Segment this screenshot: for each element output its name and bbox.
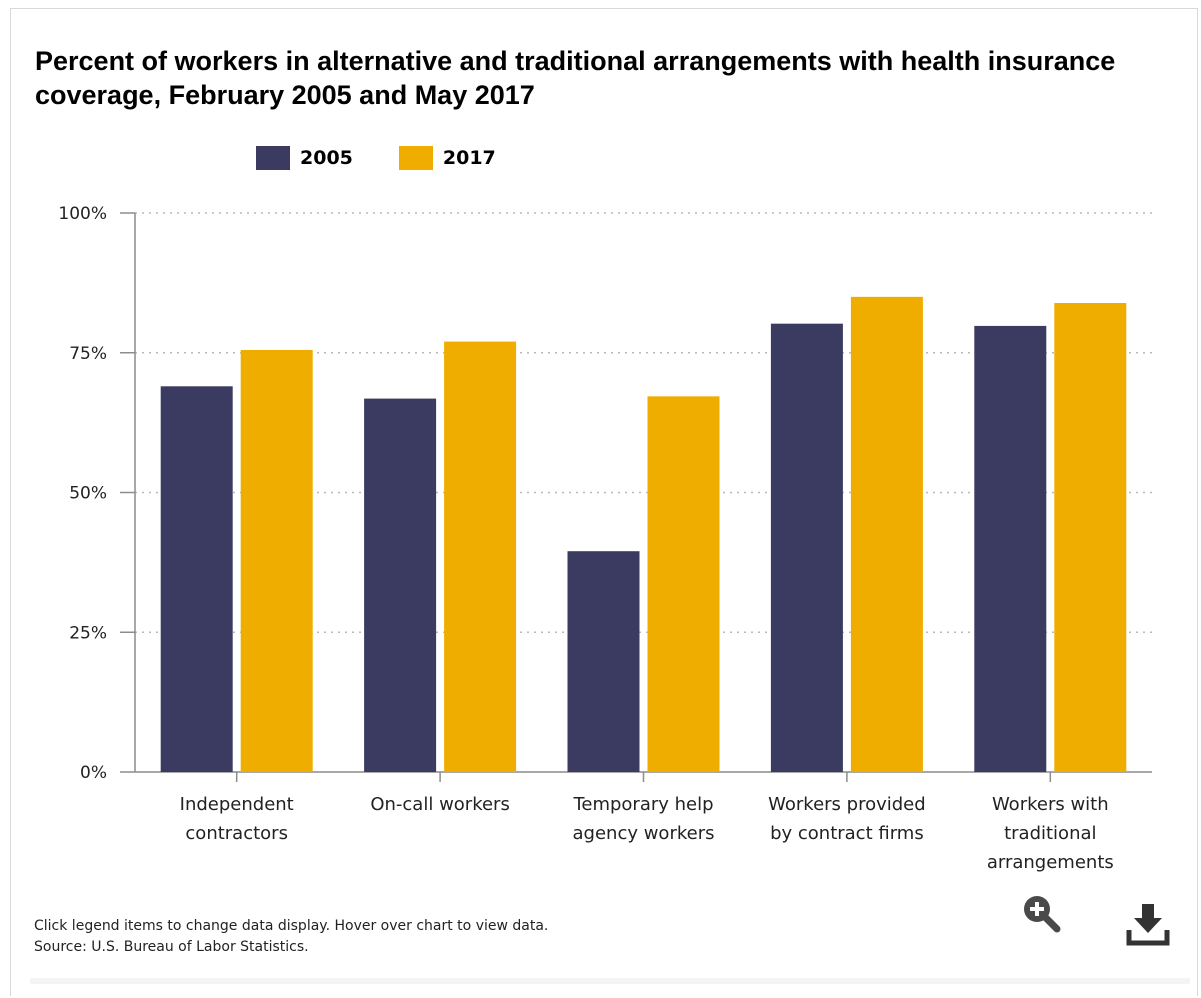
y-tick-label: 100% [58,204,107,224]
chart-title: Percent of workers in alternative and tr… [35,46,1116,110]
bar-2017-0 [240,349,313,772]
y-tick-label: 50% [69,484,107,504]
legend-label-2005: 2005 [300,147,353,169]
legend: 2005 2017 [256,144,542,172]
bar-2005-4 [974,325,1047,772]
x-tick-label: Independent contractors [180,794,294,844]
legend-swatch-2017 [398,146,433,170]
bar-2017-4 [1054,302,1127,772]
bar-2005-0 [160,386,233,772]
download-icon[interactable] [1124,900,1172,948]
x-tick-label: Workers provided by contract firms [768,794,926,844]
y-tick-label: 75% [69,344,107,364]
x-tick-label: On-call workers [370,794,510,815]
bar-2005-2 [567,551,640,772]
zoom-in-icon[interactable] [1020,892,1062,934]
legend-item-2005[interactable]: 2005 [256,146,353,170]
bar-2005-1 [364,398,437,772]
x-tick-label: Workers with traditional arrangements [987,794,1114,873]
legend-swatch-2005 [256,146,290,170]
y-tick-label: 25% [69,623,107,643]
bottom-divider [30,978,1190,984]
legend-label-2017: 2017 [442,147,496,169]
y-tick-label: 0% [80,763,107,783]
bar-2017-1 [444,341,517,772]
legend-item-2017[interactable]: 2017 [398,146,496,170]
bar-2005-3 [770,323,843,772]
bar-2017-2 [647,396,720,772]
x-tick-label: Temporary help agency workers [572,794,714,844]
footnote: Click legend items to change data displa… [34,916,548,958]
bar-2017-3 [850,296,923,772]
footnote-source: Source: U.S. Bureau of Labor Statistics. [34,939,309,955]
footnote-instructions: Click legend items to change data displa… [34,918,549,934]
